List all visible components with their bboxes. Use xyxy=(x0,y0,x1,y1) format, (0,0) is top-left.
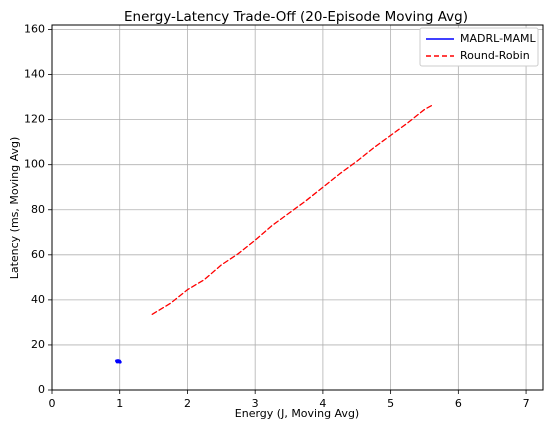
legend-label-madrl-maml: MADRL-MAML xyxy=(460,32,537,45)
legend-label-round-robin: Round-Robin xyxy=(460,49,530,62)
y-tick-label: 80 xyxy=(31,203,45,216)
data-point-madrl-maml xyxy=(118,360,122,364)
chart-title: Energy-Latency Trade-Off (20-Episode Mov… xyxy=(124,9,468,25)
y-tick-label: 100 xyxy=(24,158,45,171)
series-line-round-robin xyxy=(151,104,434,315)
y-tick-label: 160 xyxy=(24,23,45,36)
y-axis-label: Latency (ms, Moving Avg) xyxy=(8,137,21,280)
x-tick-label: 4 xyxy=(319,397,326,410)
y-tick-label: 60 xyxy=(31,248,45,261)
y-tick-label: 140 xyxy=(24,68,45,81)
y-tick-label: 20 xyxy=(31,338,45,351)
x-tick-label: 2 xyxy=(184,397,191,410)
x-tick-label: 0 xyxy=(49,397,56,410)
ticks-layer: 0 1 2 3 4 5 6 7 0 20 40 60 80 100 120 140 160 xyxy=(24,23,530,410)
x-tick-label: 1 xyxy=(116,397,123,410)
x-tick-label: 6 xyxy=(455,397,462,410)
y-tick-label: 0 xyxy=(38,383,45,396)
series-layer xyxy=(115,104,434,364)
y-tick-label: 40 xyxy=(31,293,45,306)
y-tick-label: 120 xyxy=(24,113,45,126)
legend-box xyxy=(419,27,539,67)
x-tick-label: 7 xyxy=(523,397,530,410)
x-tick-label: 3 xyxy=(252,397,259,410)
x-tick-label: 5 xyxy=(387,397,394,410)
legend: MADRL-MAML Round-Robin xyxy=(419,27,539,67)
x-axis-label: Energy (J, Moving Avg) xyxy=(235,407,359,420)
plot-area-frame xyxy=(51,24,544,391)
